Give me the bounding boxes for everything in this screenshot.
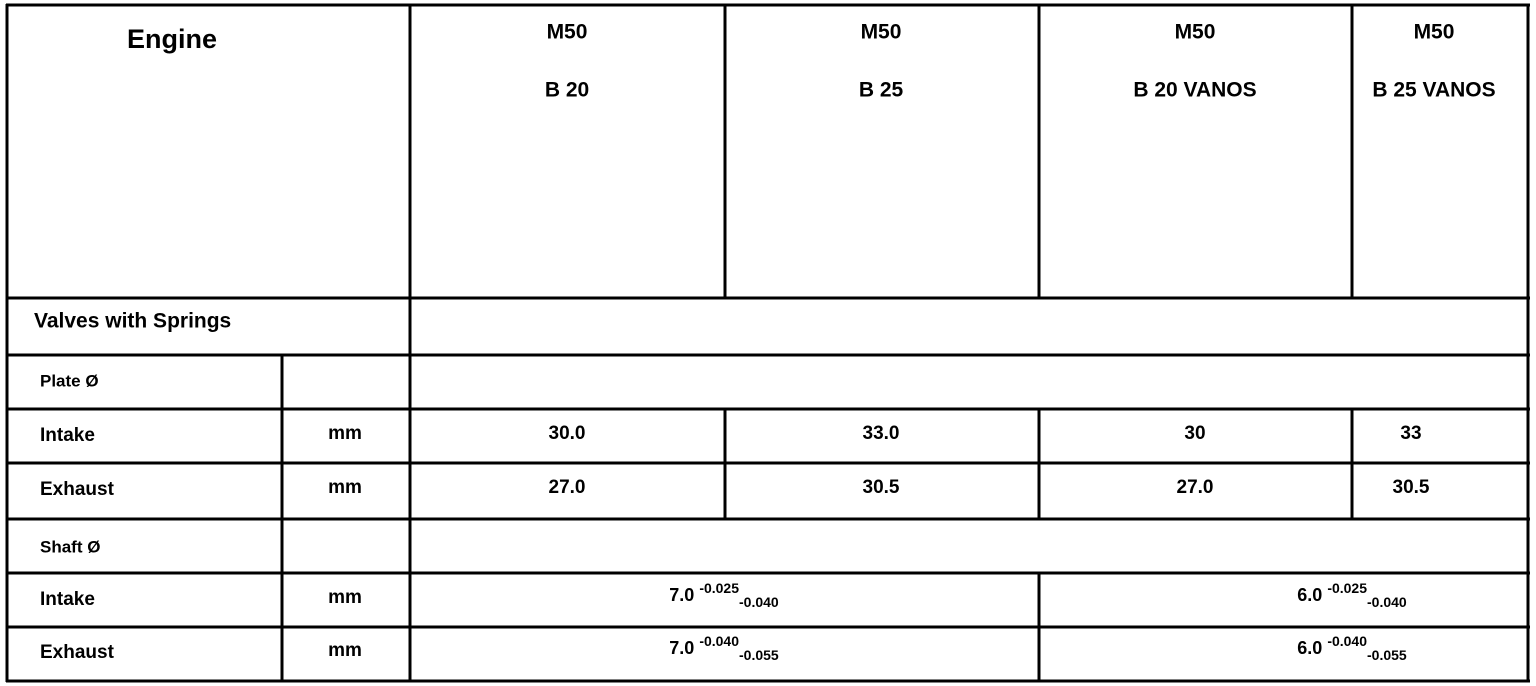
unit: mm xyxy=(328,587,362,608)
cell-value: 30.0 xyxy=(549,423,586,444)
tolerance-value: 6.0 -0.025-0.040 xyxy=(1297,580,1407,610)
group-label: Plate Ø xyxy=(40,371,99,390)
column-header: B 20 xyxy=(545,79,589,102)
unit: mm xyxy=(328,423,362,444)
column-header: M50 xyxy=(861,21,902,44)
tolerance-value: 7.0 -0.040-0.055 xyxy=(669,633,779,663)
base-value: 7.0 xyxy=(669,638,694,658)
cell-value: 30.5 xyxy=(1393,477,1430,498)
tolerance-value: 7.0 -0.025-0.040 xyxy=(669,580,779,610)
column-header: M50 xyxy=(1414,21,1455,44)
row-label: Intake xyxy=(40,425,95,446)
lower-tolerance: -0.040 xyxy=(1367,594,1407,610)
column-header: M50 xyxy=(1175,21,1216,44)
row-label: Exhaust xyxy=(40,642,115,663)
cell-value: 27.0 xyxy=(549,477,586,498)
row-label: Intake xyxy=(40,589,95,610)
unit: mm xyxy=(328,640,362,661)
upper-tolerance: -0.025 xyxy=(1327,580,1367,596)
section-title: Valves with Springs xyxy=(34,310,231,333)
lower-tolerance: -0.055 xyxy=(1367,647,1407,663)
upper-tolerance: -0.040 xyxy=(699,633,739,649)
row-label: Exhaust xyxy=(40,479,115,500)
group-label: Shaft Ø xyxy=(40,537,100,556)
column-header: M50 xyxy=(547,21,588,44)
lower-tolerance: -0.040 xyxy=(739,594,779,610)
upper-tolerance: -0.025 xyxy=(699,580,739,596)
lower-tolerance: -0.055 xyxy=(739,647,779,663)
cell-value: 27.0 xyxy=(1177,477,1214,498)
cell-value: 33.0 xyxy=(863,423,900,444)
column-header: B 25 VANOS xyxy=(1372,79,1495,102)
engine-header: Engine xyxy=(127,24,217,54)
base-value: 6.0 xyxy=(1297,585,1322,605)
upper-tolerance: -0.040 xyxy=(1327,633,1367,649)
column-header: B 25 xyxy=(859,79,904,102)
cell-value: 33 xyxy=(1400,423,1421,444)
base-value: 7.0 xyxy=(669,585,694,605)
tolerance-value: 6.0 -0.040-0.055 xyxy=(1297,633,1407,663)
cell-value: 30.5 xyxy=(863,477,900,498)
column-header: B 20 VANOS xyxy=(1133,79,1256,102)
unit: mm xyxy=(328,477,362,498)
cell-value: 30 xyxy=(1184,423,1205,444)
base-value: 6.0 xyxy=(1297,638,1322,658)
